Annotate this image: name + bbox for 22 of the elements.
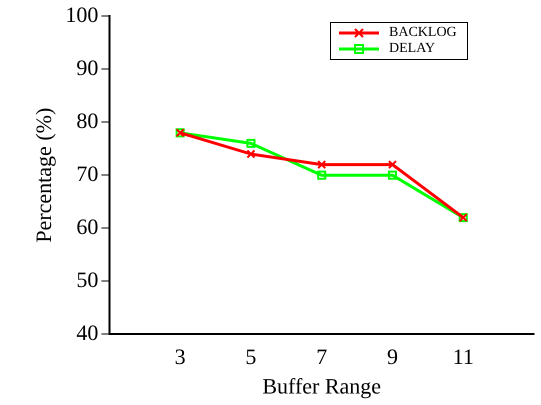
y-tick-label: 60 <box>76 214 98 239</box>
y-tick-label: 90 <box>76 54 98 80</box>
x-tick-label: 3 <box>174 344 186 370</box>
point <box>388 170 397 180</box>
x-tick-label: 5 <box>245 344 256 370</box>
x-tick-label: 11 <box>452 344 474 370</box>
x-tick-label: 9 <box>386 344 398 370</box>
x-axis-title: Buffer Range <box>262 374 382 399</box>
point <box>317 160 326 170</box>
y-axis-title: Percentage (%) <box>30 108 56 243</box>
legend-label: BACKLOG <box>389 25 457 41</box>
point <box>388 160 397 170</box>
point <box>246 149 256 159</box>
y-tick-label: 100 <box>65 2 98 27</box>
y-tick-label: 80 <box>76 108 98 133</box>
y-tick-label: 50 <box>76 266 98 292</box>
point <box>246 138 256 148</box>
x-tick-label: 7 <box>316 344 328 370</box>
y-tick-label: 40 <box>76 320 98 345</box>
legend-label: DELAY <box>389 41 436 57</box>
y-tick-label: 70 <box>76 160 98 186</box>
point <box>317 170 326 180</box>
